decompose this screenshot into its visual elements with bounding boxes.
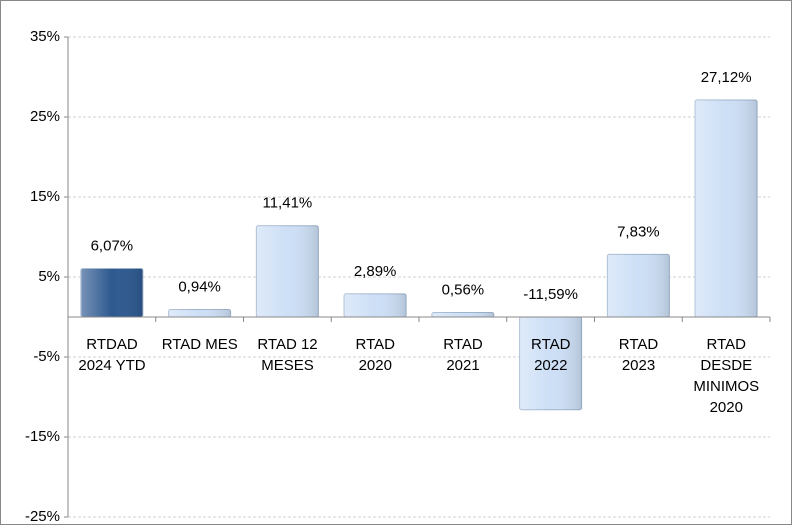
y-tick-label: 15% <box>30 188 60 205</box>
x-tick-label: RTDAD 2024 YTD <box>78 336 146 374</box>
y-tick-label: 35% <box>30 28 60 45</box>
bar-shade <box>607 254 670 317</box>
value-label: 27,12% <box>701 69 752 86</box>
bar-shade <box>695 100 758 317</box>
bar-shade <box>168 309 231 317</box>
value-label: 11,41% <box>262 195 312 212</box>
y-tick-label: 25% <box>30 108 60 125</box>
value-label: 0,56% <box>442 281 485 298</box>
y-tick-label: -25% <box>25 508 60 525</box>
x-tick-label: RTAD 2021 <box>443 336 483 374</box>
bar-shade <box>80 268 143 317</box>
y-tick-label: -15% <box>25 428 60 445</box>
value-label: -11,59% <box>523 286 578 303</box>
value-label: 7,83% <box>617 223 660 240</box>
x-tick-label: RTAD 2023 <box>618 336 659 374</box>
x-tick-label: RTAD 12 MESES <box>257 336 318 374</box>
bar-shade <box>344 293 407 317</box>
value-label: 2,89% <box>354 263 397 280</box>
bar-shade <box>431 312 494 317</box>
value-label: 0,94% <box>178 278 221 295</box>
bar-shade <box>519 317 582 410</box>
y-tick-label: -5% <box>33 348 60 365</box>
x-tick-label: RTAD 2020 <box>355 336 395 374</box>
bar-shade <box>256 225 319 317</box>
x-tick-label: RTAD 2022 <box>531 336 571 374</box>
x-tick-label: RTAD DESDE MINIMOS 2020 <box>693 336 760 416</box>
value-label: 6,07% <box>91 237 134 254</box>
x-tick-label: RTAD MES <box>161 336 238 353</box>
y-tick-label: 5% <box>38 268 60 285</box>
